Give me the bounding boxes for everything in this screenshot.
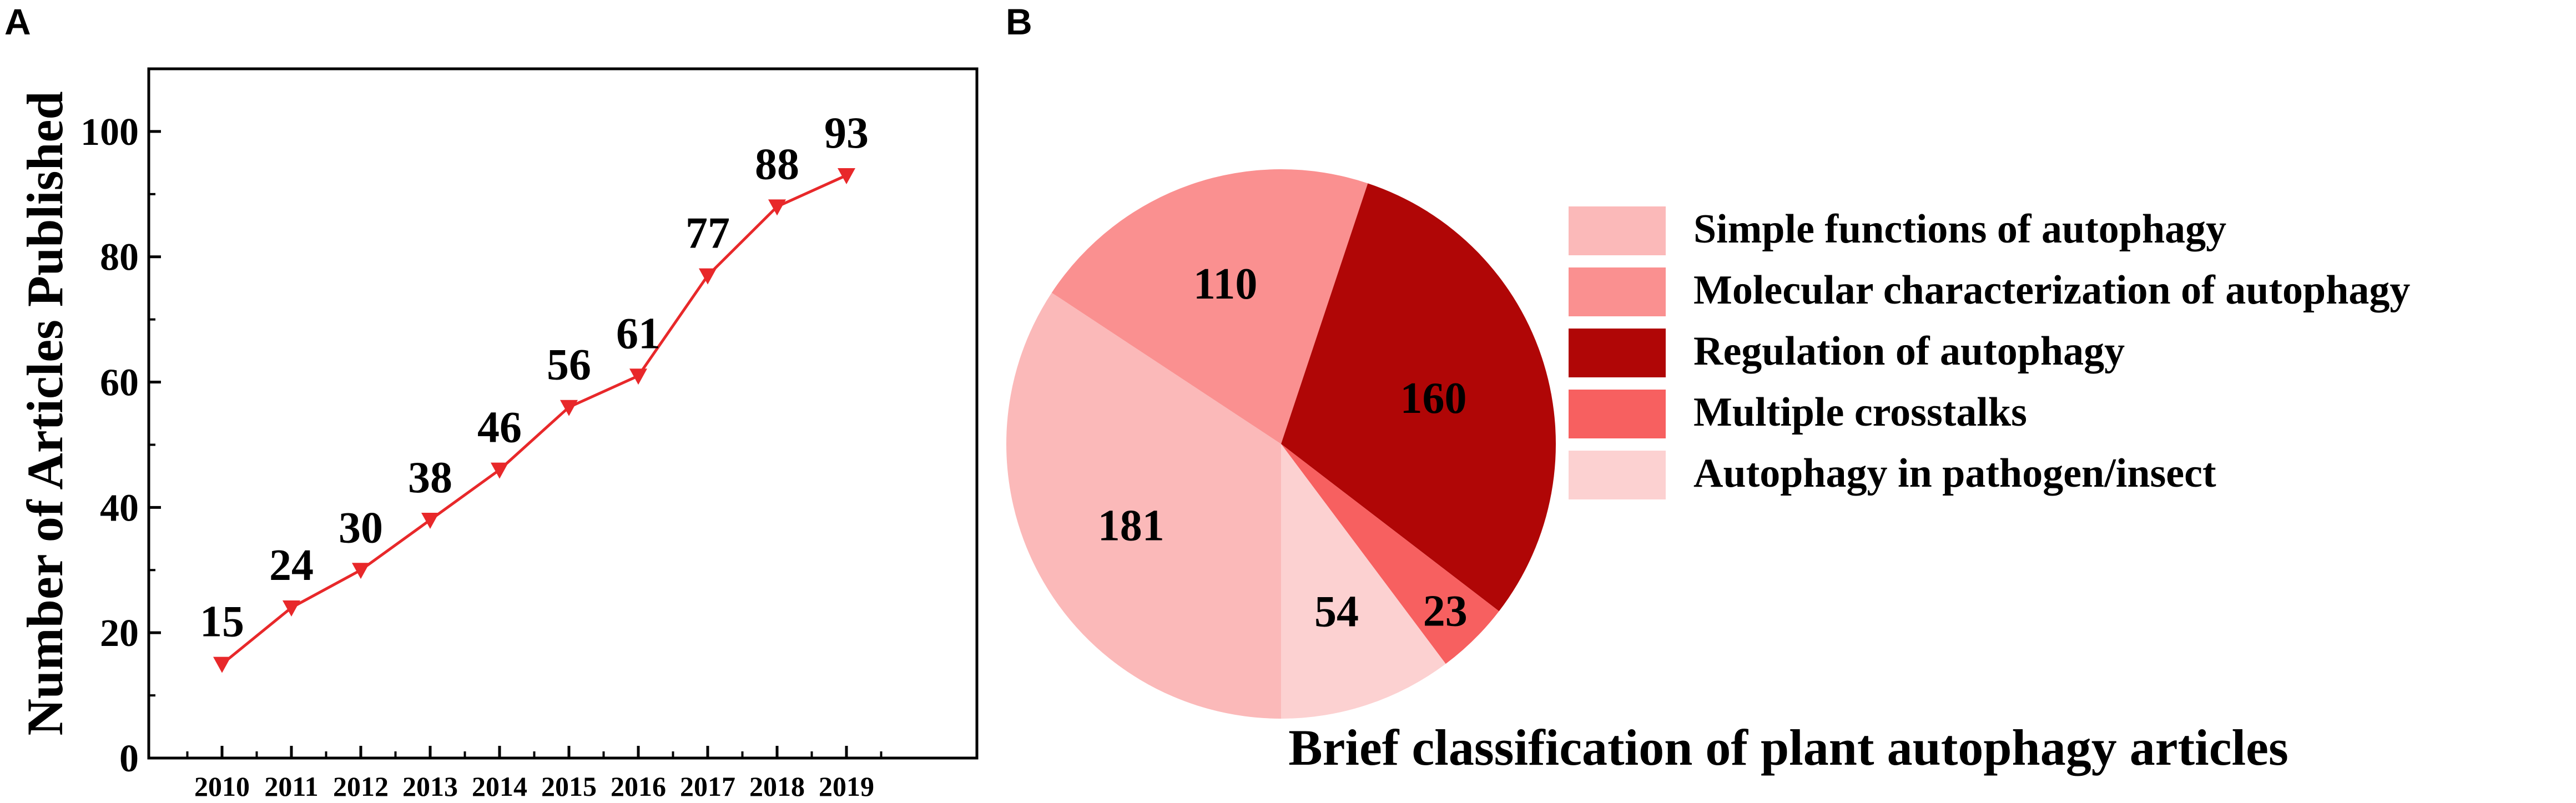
x-tick-label: 2016 — [611, 771, 666, 802]
y-tick-label: 40 — [100, 487, 139, 529]
y-tick-label: 80 — [100, 236, 139, 279]
data-label: 46 — [477, 403, 522, 452]
pie-value-label: 181 — [1098, 501, 1165, 550]
data-label: 93 — [824, 109, 869, 158]
data-point — [421, 512, 439, 529]
x-tick-label: 2018 — [749, 771, 805, 802]
data-point — [491, 462, 508, 479]
legend-label: Multiple crosstalks — [1693, 390, 2027, 435]
pie-value-labels: 181 110 160 23 54 — [1098, 260, 1468, 637]
x-tick-label: 2019 — [819, 771, 874, 802]
x-tick-label: 2012 — [333, 771, 389, 802]
pie-value-label: 110 — [1193, 260, 1258, 309]
x-tick-label: 2013 — [402, 771, 458, 802]
x-tick-label: 2014 — [472, 771, 527, 802]
pie-value-label: 54 — [1314, 588, 1359, 637]
data-label: 88 — [755, 140, 799, 189]
data-label: 56 — [547, 341, 591, 390]
pie-slice — [1051, 169, 1368, 444]
legend-label: Regulation of autophagy — [1693, 329, 2125, 374]
data-point — [213, 656, 231, 673]
x-tick-label: 2011 — [264, 771, 318, 802]
pie-slices — [1006, 169, 1556, 719]
data-label: 61 — [616, 309, 661, 358]
legend-swatch — [1569, 329, 1666, 377]
data-point — [629, 368, 647, 385]
pie-slice — [1006, 292, 1281, 719]
panel-label-b: B — [1006, 1, 1032, 42]
x-axis: 2010 2011 2012 2013 2014 2015 2016 2017 2018 2019 — [186, 746, 883, 802]
pie-slice — [1281, 183, 1556, 612]
pie-slice — [1281, 444, 1499, 664]
panel-label-a: A — [4, 1, 31, 42]
legend: Simple functions of autophagy Molecular c… — [1569, 206, 2410, 499]
y-axis-title: Number of Articles Published — [17, 91, 73, 735]
legend-swatch — [1569, 390, 1666, 438]
data-labels: 15 24 30 38 46 56 61 77 88 93 — [200, 109, 869, 647]
legend-label: Simple functions of autophagy — [1693, 206, 2226, 252]
legend-label: Autophagy in pathogen/insect — [1693, 451, 2216, 496]
y-tick-label: 100 — [80, 111, 139, 154]
data-point — [283, 600, 300, 617]
data-point — [352, 563, 370, 579]
x-tick-label: 2010 — [194, 771, 250, 802]
x-tick-label: 2017 — [680, 771, 735, 802]
data-point — [699, 268, 717, 285]
data-point — [838, 168, 855, 184]
y-tick-label: 20 — [100, 612, 139, 655]
legend-label: Molecular characterization of autophagy — [1693, 267, 2410, 313]
data-label: 24 — [269, 541, 314, 590]
data-label: 77 — [685, 209, 730, 258]
data-label: 30 — [339, 503, 383, 552]
y-tick-label: 0 — [119, 738, 139, 780]
pie-title: Brief classification of plant autophagy … — [1288, 719, 2288, 776]
data-point — [768, 199, 786, 216]
plot-frame — [147, 67, 979, 760]
legend-swatch — [1569, 206, 1666, 255]
pie-value-label: 160 — [1400, 374, 1466, 423]
legend-swatch — [1569, 267, 1666, 316]
series-markers — [213, 168, 855, 673]
pie-value-label: 23 — [1423, 587, 1468, 635]
pie-chart: 181 110 160 23 54 Simple functions of autoph… — [1006, 169, 2410, 776]
legend-swatch — [1569, 451, 1666, 499]
x-tick-label: 2015 — [541, 771, 597, 802]
data-point — [560, 400, 578, 416]
series-line — [221, 174, 848, 665]
y-tick-label: 60 — [100, 362, 139, 405]
y-axis: 0 20 40 60 80 100 — [80, 111, 161, 780]
data-label: 15 — [200, 598, 244, 647]
data-label: 38 — [408, 453, 452, 502]
pie-slice — [1281, 444, 1446, 719]
